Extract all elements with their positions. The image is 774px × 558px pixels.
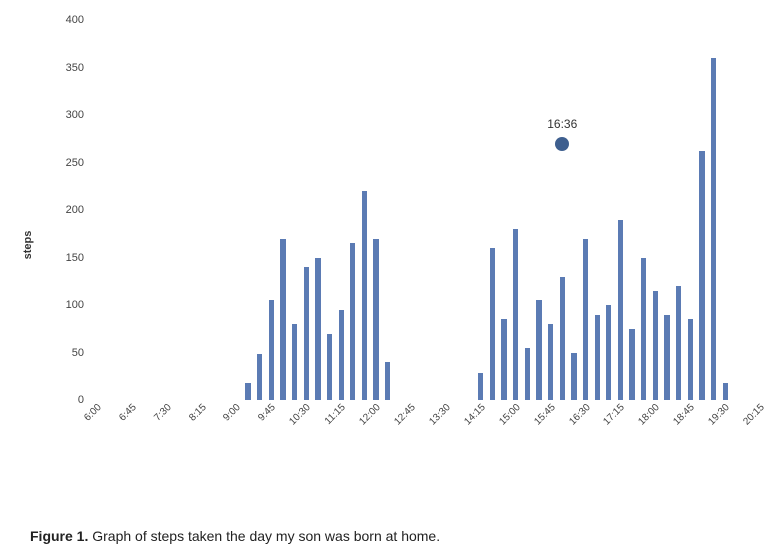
bar (269, 300, 274, 400)
y-tick: 400 (30, 14, 84, 26)
bar (478, 373, 483, 400)
bar (629, 329, 634, 400)
bar (490, 248, 495, 400)
bar (525, 348, 530, 400)
y-tick: 50 (30, 347, 84, 359)
bar (560, 277, 565, 401)
bar (339, 310, 344, 400)
birth-marker-label: 16:36 (547, 117, 577, 131)
bar (571, 353, 576, 401)
x-tick: 20:15 (741, 402, 766, 427)
bar (304, 267, 309, 400)
caption-prefix: Figure 1. (30, 528, 88, 544)
bar (548, 324, 553, 400)
x-tick: 9:45 (257, 402, 279, 424)
x-tick: 19:30 (706, 402, 731, 427)
bar (711, 58, 716, 400)
y-tick: 250 (30, 157, 84, 169)
bar (245, 383, 250, 400)
x-tick: 16:30 (567, 402, 592, 427)
bar (583, 239, 588, 401)
bar (292, 324, 297, 400)
bar (664, 315, 669, 401)
bar (653, 291, 658, 400)
bar (501, 319, 506, 400)
x-axis: 6:006:457:308:159:009:4510:3011:1512:001… (90, 402, 730, 472)
bar (536, 300, 541, 400)
x-tick: 14:15 (462, 402, 487, 427)
bar (362, 191, 367, 400)
x-tick: 13:30 (427, 402, 452, 427)
plot-area: 16:36 (90, 20, 731, 400)
y-tick: 200 (30, 204, 84, 216)
figure-caption: Figure 1. Graph of steps taken the day m… (30, 528, 440, 544)
bar (676, 286, 681, 400)
x-tick: 8:15 (187, 402, 209, 424)
x-tick: 15:00 (497, 402, 522, 427)
bar (280, 239, 285, 401)
x-tick: 18:00 (637, 402, 662, 427)
bar (618, 220, 623, 401)
x-tick: 9:00 (222, 402, 244, 424)
bar (688, 319, 693, 400)
x-tick: 12:45 (392, 402, 417, 427)
bar (595, 315, 600, 401)
steps-bar-chart: steps 16:36 6:006:457:308:159:009:4510:3… (30, 10, 750, 480)
x-tick: 17:15 (602, 402, 627, 427)
bar (315, 258, 320, 401)
x-tick: 7:30 (152, 402, 174, 424)
x-tick: 6:00 (82, 402, 104, 424)
bar (350, 243, 355, 400)
x-tick: 6:45 (117, 402, 139, 424)
y-tick: 350 (30, 62, 84, 74)
x-tick: 12:00 (357, 402, 382, 427)
bar (723, 383, 728, 400)
x-tick: 15:45 (532, 402, 557, 427)
birth-marker-dot (555, 137, 569, 151)
bar (257, 354, 262, 400)
y-tick: 300 (30, 109, 84, 121)
x-tick: 18:45 (672, 402, 697, 427)
x-tick: 11:15 (323, 402, 348, 427)
bar (513, 229, 518, 400)
bar (641, 258, 646, 401)
bar (606, 305, 611, 400)
bar (699, 151, 704, 400)
caption-text: Graph of steps taken the day my son was … (88, 528, 440, 544)
y-tick: 0 (30, 394, 84, 406)
bar (373, 239, 378, 401)
bar (385, 362, 390, 400)
y-tick: 100 (30, 299, 84, 311)
x-tick: 10:30 (288, 402, 313, 427)
bar (327, 334, 332, 401)
y-tick: 150 (30, 252, 84, 264)
